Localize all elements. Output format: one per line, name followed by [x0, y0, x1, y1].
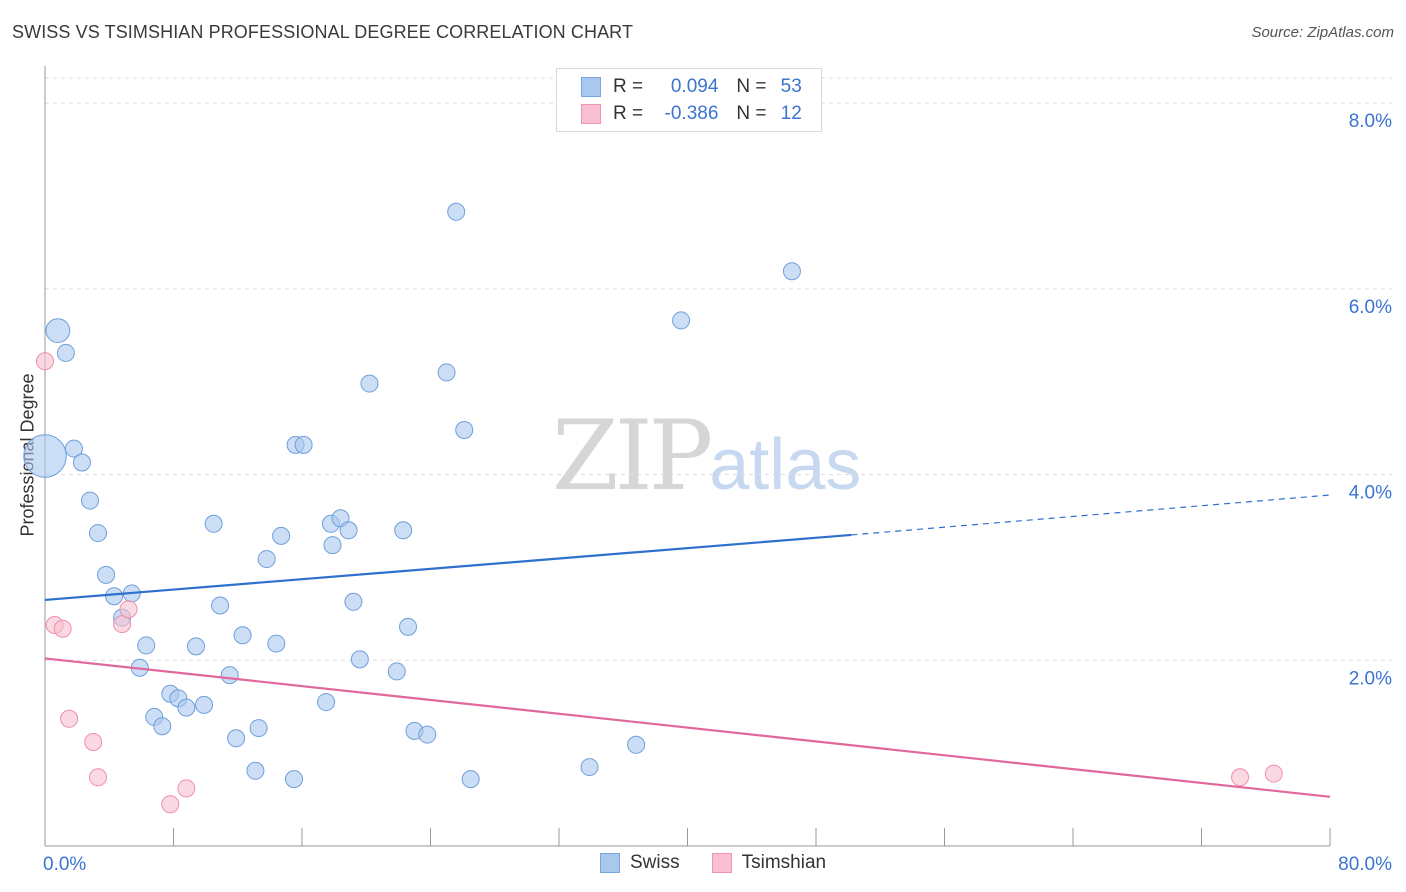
point-swiss	[580, 758, 599, 777]
n-label: N =	[736, 103, 767, 124]
point-swiss	[455, 421, 474, 439]
point-tsimshian	[177, 779, 196, 798]
point-swiss	[211, 596, 230, 615]
point-swiss	[350, 650, 369, 669]
point-swiss	[272, 526, 291, 545]
point-swiss	[195, 695, 214, 714]
point-tsimshian	[36, 352, 54, 371]
point-tsimshian	[60, 709, 79, 728]
r-value: -0.386	[664, 103, 719, 124]
point-swiss	[323, 536, 342, 555]
point-swiss	[186, 637, 205, 656]
point-swiss	[72, 453, 91, 472]
point-swiss	[153, 717, 172, 736]
legend-item-tsimshian[interactable]: Tsimshian	[711, 852, 827, 874]
r-label: R =	[613, 76, 644, 97]
point-swiss	[447, 202, 466, 221]
point-swiss	[23, 434, 67, 478]
point-swiss	[220, 666, 239, 685]
point-swiss	[257, 550, 276, 569]
legend-item-swiss[interactable]: Swiss	[600, 852, 680, 874]
point-swiss	[387, 662, 406, 681]
point-swiss	[227, 729, 246, 748]
point-swiss	[284, 770, 303, 789]
point-swiss	[437, 363, 456, 382]
stats-legend-row-tsimshian: R = -0.386 N = 12	[581, 101, 802, 127]
point-swiss	[339, 521, 358, 540]
r-value: 0.094	[670, 76, 719, 97]
point-tsimshian	[89, 768, 108, 787]
point-tsimshian	[161, 795, 180, 814]
series-legend: Swiss Tsimshian	[600, 852, 858, 874]
y-tick-label: 4.0%	[1349, 483, 1392, 504]
source-label: Source: ZipAtlas.com	[1251, 24, 1394, 41]
legend-swatch-swiss	[600, 853, 620, 873]
stats-legend-row-swiss: R = 0.094 N = 53	[581, 74, 802, 100]
point-tsimshian	[1231, 768, 1250, 787]
n-label: N =	[736, 76, 767, 97]
point-swiss	[627, 735, 646, 754]
trendline-extension-swiss	[851, 494, 1331, 536]
point-tsimshian	[84, 733, 103, 751]
point-swiss	[267, 634, 286, 653]
swatch-swiss	[581, 77, 601, 97]
r-label: R =	[613, 103, 644, 124]
point-swiss	[418, 725, 437, 744]
point-tsimshian	[1264, 764, 1283, 783]
point-swiss	[294, 435, 313, 454]
point-swiss	[45, 318, 71, 344]
x-tick-label: 80.0%	[1338, 854, 1392, 875]
legend-swatch-tsimshian	[711, 853, 732, 873]
y-tick-label: 8.0%	[1349, 111, 1392, 132]
watermark-atlas: atlas	[709, 425, 862, 505]
point-swiss	[344, 592, 363, 611]
chart-title: SWISS VS TSIMSHIAN PROFESSIONAL DEGREE C…	[12, 22, 634, 42]
trendline-tsimshian	[44, 657, 1331, 798]
point-swiss	[782, 262, 801, 281]
point-swiss	[360, 374, 379, 393]
point-swiss	[394, 521, 413, 540]
legend-label-swiss: Swiss	[630, 852, 680, 873]
point-swiss	[317, 693, 336, 712]
swatch-tsimshian	[581, 104, 601, 124]
point-swiss	[97, 565, 116, 584]
x-tick-label: 0.0%	[43, 854, 86, 875]
n-value: 53	[780, 76, 802, 97]
point-swiss	[249, 719, 268, 738]
point-swiss	[56, 343, 75, 362]
stats-legend: R = 0.094 N = 53 R = -0.386 N = 12	[556, 68, 822, 132]
point-swiss	[177, 698, 196, 717]
point-swiss	[80, 491, 99, 510]
watermark: ZIPatlas	[552, 400, 861, 512]
trendline-swiss	[44, 533, 852, 602]
point-swiss	[233, 626, 252, 645]
point-tsimshian	[113, 615, 132, 634]
legend-label-tsimshian: Tsimshian	[741, 852, 827, 873]
point-swiss	[89, 524, 108, 543]
y-tick-label: 6.0%	[1349, 297, 1392, 318]
point-swiss	[672, 311, 691, 330]
watermark-zip: ZIP	[552, 400, 713, 512]
y-tick-label: 2.0%	[1349, 668, 1392, 689]
point-swiss	[137, 636, 156, 655]
point-swiss	[105, 587, 124, 606]
point-tsimshian	[53, 619, 72, 638]
n-value: 12	[780, 103, 802, 124]
point-tsimshian	[119, 600, 138, 619]
point-swiss	[246, 761, 265, 780]
point-swiss	[399, 617, 418, 636]
point-swiss	[204, 514, 223, 533]
point-swiss	[461, 770, 480, 789]
